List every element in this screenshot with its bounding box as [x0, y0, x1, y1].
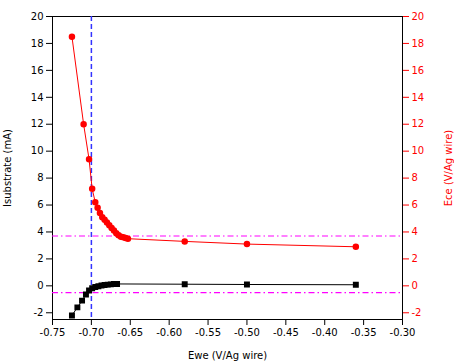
- svg-text:-0.75: -0.75: [40, 327, 66, 338]
- svg-text:6: 6: [37, 199, 43, 210]
- svg-text:10: 10: [31, 145, 44, 156]
- svg-text:-2: -2: [34, 307, 44, 318]
- svg-text:20: 20: [31, 11, 44, 22]
- svg-text:18: 18: [412, 38, 425, 49]
- svg-text:Isubstrate (mA): Isubstrate (mA): [2, 129, 13, 207]
- svg-text:20: 20: [412, 11, 425, 22]
- svg-text:14: 14: [31, 92, 44, 103]
- svg-text:4: 4: [37, 226, 43, 237]
- svg-text:-0.50: -0.50: [234, 327, 260, 338]
- svg-text:0: 0: [412, 280, 418, 291]
- svg-text:16: 16: [31, 65, 44, 76]
- svg-text:-0.45: -0.45: [273, 327, 299, 338]
- svg-text:Ewe (V/Ag wire): Ewe (V/Ag wire): [188, 350, 267, 361]
- svg-text:14: 14: [412, 92, 425, 103]
- svg-text:2: 2: [412, 253, 418, 264]
- svg-text:8: 8: [412, 172, 418, 183]
- svg-text:16: 16: [412, 65, 425, 76]
- svg-text:-0.65: -0.65: [117, 327, 143, 338]
- svg-text:-0.30: -0.30: [390, 327, 416, 338]
- svg-text:-0.35: -0.35: [351, 327, 377, 338]
- svg-text:18: 18: [31, 38, 44, 49]
- svg-text:-0.60: -0.60: [156, 327, 182, 338]
- svg-text:2: 2: [37, 253, 43, 264]
- svg-text:4: 4: [412, 226, 418, 237]
- svg-text:12: 12: [31, 118, 44, 129]
- svg-text:-0.55: -0.55: [195, 327, 221, 338]
- svg-text:-2: -2: [412, 307, 422, 318]
- svg-text:10: 10: [412, 145, 425, 156]
- svg-text:Ece (V/Ag wire): Ece (V/Ag wire): [443, 130, 454, 207]
- svg-text:-0.70: -0.70: [78, 327, 104, 338]
- svg-text:6: 6: [412, 199, 418, 210]
- svg-text:8: 8: [37, 172, 43, 183]
- svg-text:-0.40: -0.40: [312, 327, 338, 338]
- svg-text:0: 0: [37, 280, 43, 291]
- svg-text:12: 12: [412, 118, 425, 129]
